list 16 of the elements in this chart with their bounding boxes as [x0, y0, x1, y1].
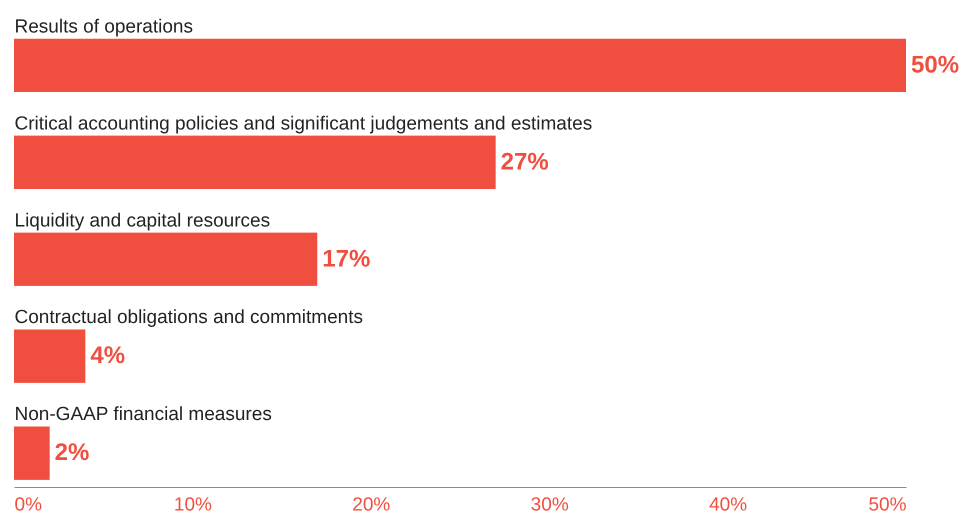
data-label: 50% [911, 51, 960, 78]
x-tick-label: 40% [709, 494, 748, 515]
data-label: 4% [90, 342, 126, 370]
y-tick-label: Liquidity and capital resources [14, 210, 270, 232]
y-tick-label: Non-GAAP financial measures [14, 404, 272, 426]
data-label: 17% [322, 245, 370, 272]
data-label: 27% [500, 148, 549, 176]
y-tick-label: Results of operations [14, 16, 193, 38]
y-tick-label: Contractual obligations and commitments [14, 307, 364, 328]
x-tick-label: 30% [530, 494, 569, 515]
data-label: 2% [54, 439, 90, 466]
x-tick-label: 10% [174, 494, 212, 515]
x-tick-label: 50% [868, 494, 907, 515]
y-tick-label: Critical accounting policies and significant judgements and estimates [14, 113, 592, 134]
x-tick-label: 20% [352, 494, 390, 515]
x-tick-label: 0% [14, 494, 42, 515]
